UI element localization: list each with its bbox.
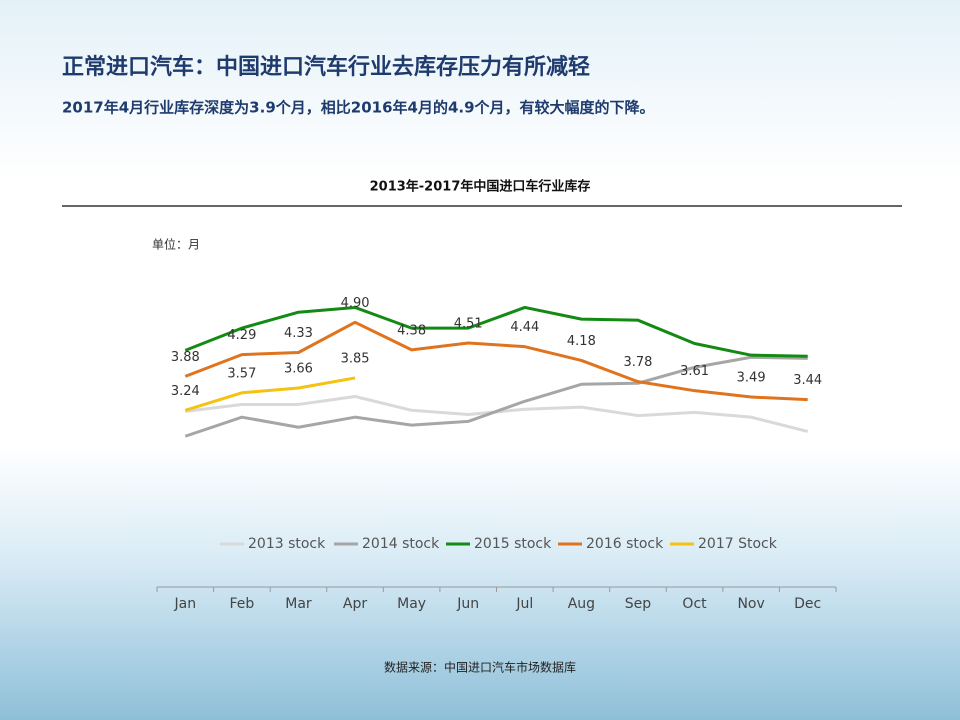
- x-tick-label: Apr: [343, 596, 367, 612]
- data-label: 4.33: [284, 326, 313, 341]
- series-line: [185, 395, 809, 433]
- slide-subtitle: 2017年4月行业库存深度为3.9个月，相比2016年4月的4.9个月，有较大幅…: [62, 99, 655, 117]
- x-tick-label: Sep: [625, 596, 652, 612]
- series-line: [184, 355, 808, 438]
- x-tick-label: Nov: [737, 596, 764, 612]
- source: 数据来源：中国进口汽车市场数据库: [384, 660, 576, 675]
- data-label: 3.61: [680, 364, 709, 379]
- legend-label: 2016 stock: [586, 536, 664, 552]
- legend-label: 2013 stock: [248, 536, 326, 552]
- x-tick-label: Jan: [173, 596, 196, 612]
- data-label: 3.49: [737, 371, 766, 386]
- x-tick-label: Oct: [682, 596, 707, 612]
- data-label: 3.44: [793, 373, 822, 388]
- series-line: [184, 305, 808, 358]
- slide-title: 正常进口汽车：中国进口汽车行业去库存压力有所减轻: [62, 54, 590, 80]
- data-label: 3.57: [227, 366, 256, 381]
- x-tick-label: Dec: [794, 596, 821, 612]
- series-line: [184, 320, 808, 402]
- legend-label: 2014 stock: [362, 536, 440, 552]
- x-tick-label: Jun: [456, 596, 479, 612]
- legend-label: 2017 Stock: [698, 536, 778, 552]
- x-tick-label: Mar: [285, 596, 312, 612]
- data-label: 4.38: [397, 323, 426, 338]
- data-label: 4.29: [227, 328, 256, 343]
- data-label: 3.24: [171, 384, 200, 399]
- chart-title: 2013年-2017年中国进口车行业库存: [370, 179, 591, 195]
- data-label: 3.78: [623, 355, 652, 370]
- data-label: 4.18: [567, 334, 596, 349]
- data-label: 4.44: [510, 320, 539, 335]
- data-label: 4.51: [454, 316, 483, 331]
- x-tick-label: Jul: [515, 596, 533, 612]
- x-tick-label: Aug: [568, 596, 595, 612]
- legend-label: 2015 stock: [474, 536, 552, 552]
- data-label: 3.85: [341, 351, 370, 366]
- series-line: [184, 376, 356, 412]
- x-tick-label: May: [397, 596, 426, 612]
- data-label: 3.88: [171, 350, 200, 365]
- data-label: 3.66: [284, 362, 313, 377]
- unit-label: 单位：月: [152, 237, 200, 252]
- x-tick-label: Feb: [229, 596, 254, 612]
- data-label: 4.90: [341, 296, 370, 311]
